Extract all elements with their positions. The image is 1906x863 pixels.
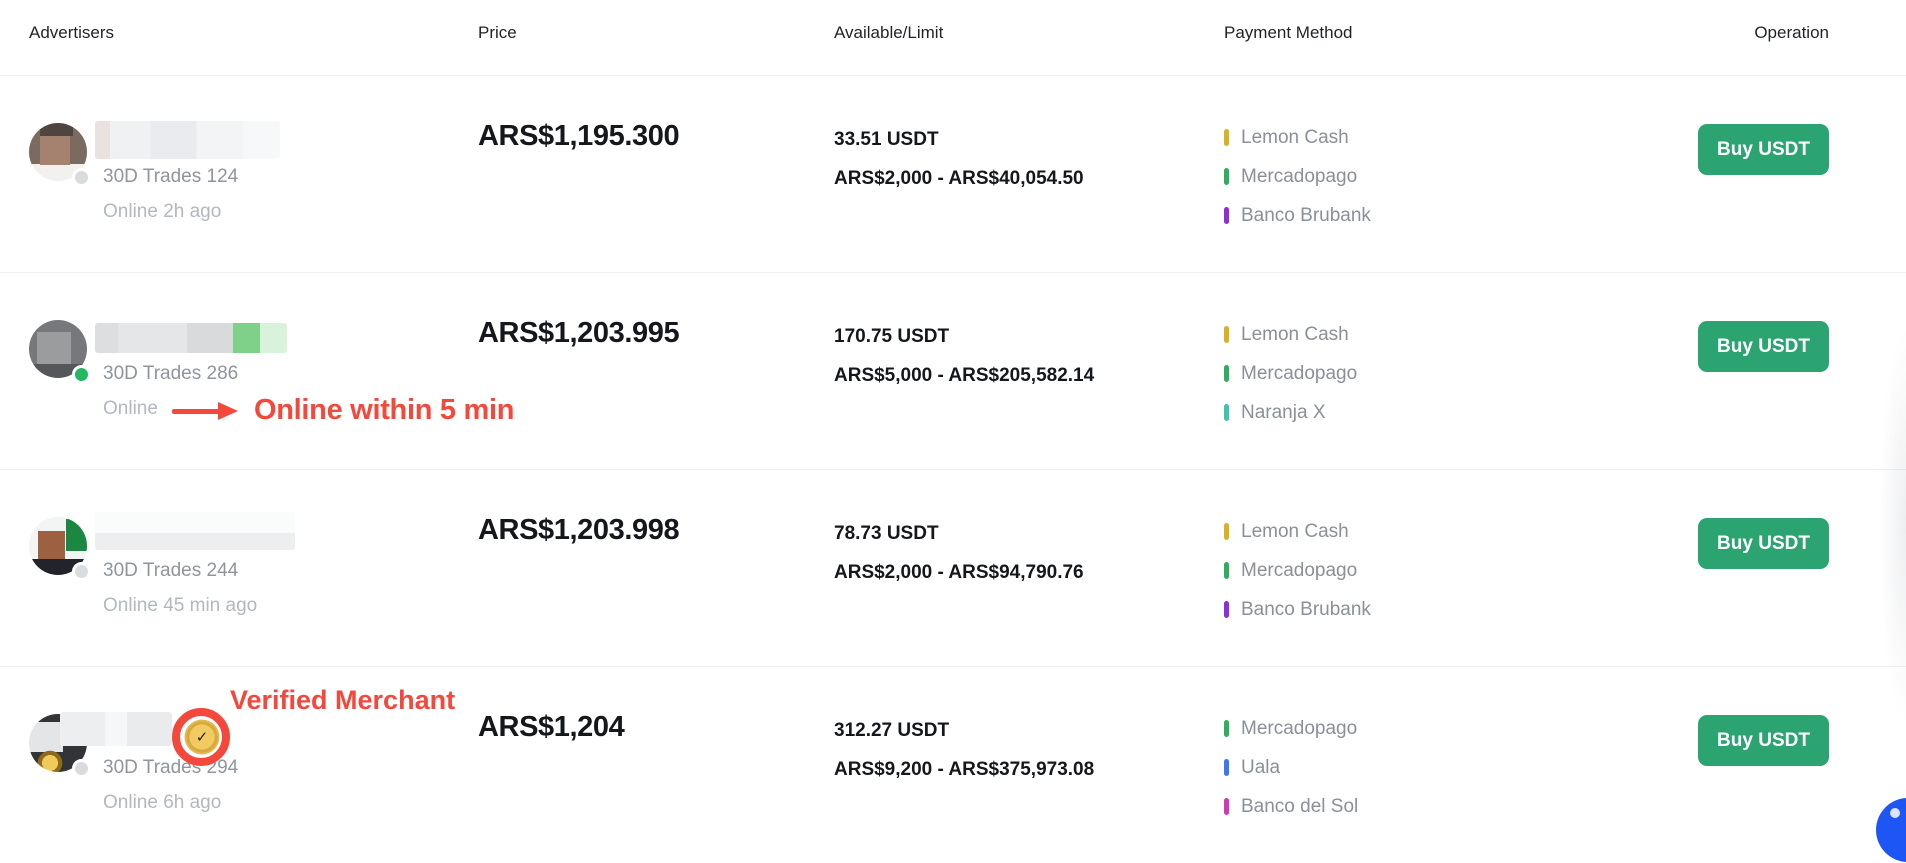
online-status-label: Online xyxy=(103,398,158,419)
payment-color-bar xyxy=(1224,562,1229,579)
payment-color-bar xyxy=(1224,326,1229,343)
online-status-dot xyxy=(72,759,91,778)
payment-color-bar xyxy=(1224,404,1229,421)
price-value: ARS$1,204 xyxy=(478,711,625,743)
payment-method-label: Banco Brubank xyxy=(1241,204,1371,226)
column-header-available-limit: Available/Limit xyxy=(834,23,944,42)
payment-color-bar xyxy=(1224,798,1229,815)
buy-usdt-button[interactable]: Buy USDT xyxy=(1698,124,1829,175)
available-amount: 78.73 USDT xyxy=(834,523,939,544)
payment-method-item: Uala xyxy=(1224,756,1358,779)
payment-method-label: Lemon Cash xyxy=(1241,126,1349,148)
payment-color-bar xyxy=(1224,129,1229,146)
online-status-dot xyxy=(72,562,91,581)
offer-row: 30D Trades 124 Online 2h ago ARS$1,195.3… xyxy=(0,76,1906,273)
limit-range: ARS$2,000 - ARS$40,054.50 xyxy=(834,168,1084,189)
available-amount: 170.75 USDT xyxy=(834,326,950,347)
online-status-dot xyxy=(72,168,91,187)
table-header-row: Advertisers Price Available/Limit Paymen… xyxy=(0,0,1906,76)
payment-method-label: Mercadopago xyxy=(1241,559,1358,581)
advertiser-name-redacted xyxy=(60,712,172,746)
offer-list: 30D Trades 124 Online 2h ago ARS$1,195.3… xyxy=(0,76,1906,863)
payment-method-item: Naranja X xyxy=(1224,401,1357,424)
payment-color-bar xyxy=(1224,168,1229,185)
payment-method-label: Lemon Cash xyxy=(1241,323,1349,345)
price-value: ARS$1,195.300 xyxy=(478,120,680,152)
payment-method-item: Mercadopago xyxy=(1224,165,1371,188)
online-status-label: Online 2h ago xyxy=(103,201,222,222)
right-edge-shade xyxy=(1880,330,1906,720)
payment-method-item: Mercadopago xyxy=(1224,559,1371,582)
online-annotation: Online within 5 min xyxy=(172,394,514,427)
payment-method-item: Mercadopago xyxy=(1224,362,1357,385)
advertiser-profile-link[interactable]: 30D Trades 244 Online 45 min ago xyxy=(0,470,460,666)
payment-color-bar xyxy=(1224,207,1229,224)
advertiser-profile-link[interactable]: 30D Trades 294 Online 6h ago xyxy=(0,667,460,863)
column-header-advertisers: Advertisers xyxy=(29,23,115,42)
advertiser-profile-link[interactable]: 30D Trades 124 Online 2h ago xyxy=(0,76,460,272)
online-status-label: Online 6h ago xyxy=(103,792,222,813)
limit-range: ARS$9,200 - ARS$375,973.08 xyxy=(834,759,1095,780)
payment-color-bar xyxy=(1224,601,1229,618)
trades-count-label: 30D Trades 124 xyxy=(103,166,239,187)
payment-method-label: Banco del Sol xyxy=(1241,795,1359,817)
payment-method-label: Mercadopago xyxy=(1241,717,1358,739)
annotation-arrow-icon xyxy=(172,401,240,420)
price-value: ARS$1,203.998 xyxy=(478,514,680,546)
price-value: ARS$1,203.995 xyxy=(478,317,680,349)
online-annotation-text: Online within 5 min xyxy=(254,394,515,426)
available-amount: 312.27 USDT xyxy=(834,720,950,741)
advertiser-name-redacted xyxy=(95,512,295,550)
limit-range: ARS$2,000 - ARS$94,790.76 xyxy=(834,562,1084,583)
payment-method-item: Lemon Cash xyxy=(1224,520,1371,543)
payment-list: Lemon Cash Mercadopago Banco Brubank xyxy=(1224,126,1371,243)
payment-color-bar xyxy=(1224,720,1229,737)
payment-method-label: Mercadopago xyxy=(1241,362,1358,384)
verified-annotation-text: Verified Merchant xyxy=(230,685,456,715)
buy-usdt-button[interactable]: Buy USDT xyxy=(1698,715,1829,766)
online-status-dot xyxy=(72,365,91,384)
payment-method-item: Banco Brubank xyxy=(1224,204,1371,227)
column-header-operation: Operation xyxy=(1754,23,1829,42)
trades-count-label: 30D Trades 286 xyxy=(103,363,239,384)
verified-merchant-badge-icon: ✓ xyxy=(186,721,218,753)
advertiser-name-redacted xyxy=(95,121,280,159)
payment-list: Mercadopago Uala Banco del Sol xyxy=(1224,717,1358,834)
payment-color-bar xyxy=(1224,523,1229,540)
buy-usdt-button[interactable]: Buy USDT xyxy=(1698,321,1829,372)
payment-color-bar xyxy=(1224,365,1229,382)
payment-method-label: Lemon Cash xyxy=(1241,520,1349,542)
advertiser-name-redacted xyxy=(95,323,287,353)
offer-row: 30D Trades 294 Online 6h ago Verified Me… xyxy=(0,667,1906,863)
payment-color-bar xyxy=(1224,759,1229,776)
payment-method-item: Mercadopago xyxy=(1224,717,1358,740)
online-status-label: Online 45 min ago xyxy=(103,595,258,616)
payment-method-label: Mercadopago xyxy=(1241,165,1358,187)
buy-usdt-button[interactable]: Buy USDT xyxy=(1698,518,1829,569)
payment-method-label: Naranja X xyxy=(1241,401,1326,423)
advertiser-profile-link[interactable]: 30D Trades 286 Online xyxy=(0,273,460,469)
column-header-price: Price xyxy=(478,23,517,42)
offer-row: 30D Trades 244 Online 45 min ago ARS$1,2… xyxy=(0,470,1906,667)
payment-method-item: Lemon Cash xyxy=(1224,323,1357,346)
limit-range: ARS$5,000 - ARS$205,582.14 xyxy=(834,365,1095,386)
column-header-payment-method: Payment Method xyxy=(1224,23,1353,42)
payment-method-item: Banco del Sol xyxy=(1224,795,1358,818)
annotation-circle-icon xyxy=(172,708,230,766)
payment-method-item: Banco Brubank xyxy=(1224,598,1371,621)
trades-count-label: 30D Trades 244 xyxy=(103,560,239,581)
available-amount: 33.51 USDT xyxy=(834,129,939,150)
payment-method-label: Banco Brubank xyxy=(1241,598,1371,620)
payment-list: Lemon Cash Mercadopago Banco Brubank xyxy=(1224,520,1371,637)
offer-row: 30D Trades 286 Online Online within 5 mi… xyxy=(0,273,1906,470)
payment-method-label: Uala xyxy=(1241,756,1281,778)
payment-method-item: Lemon Cash xyxy=(1224,126,1371,149)
payment-list: Lemon Cash Mercadopago Naranja X xyxy=(1224,323,1357,440)
